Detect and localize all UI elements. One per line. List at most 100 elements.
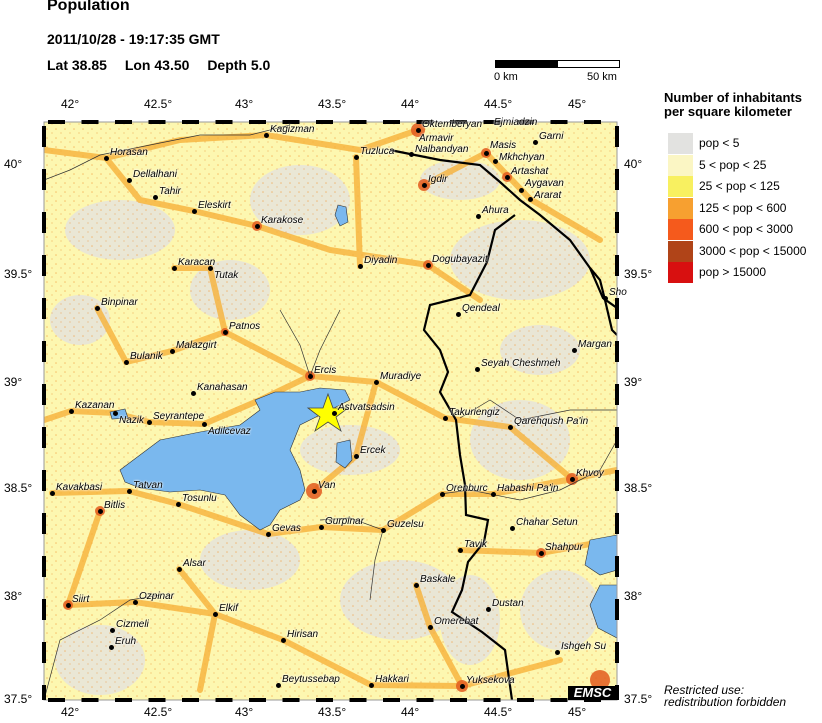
city-marker <box>460 684 465 689</box>
lon-tick-label-bottom: 44.5° <box>484 705 513 719</box>
legend-swatch <box>668 197 693 219</box>
city-marker <box>276 683 281 688</box>
legend-label: 125 < pop < 600 <box>699 200 787 215</box>
city-label: Dellalhani <box>133 169 177 180</box>
city-marker <box>416 128 421 133</box>
lon-tick-label-bottom: 42.5° <box>144 705 173 719</box>
city-marker <box>308 374 313 379</box>
city-label: Bulanik <box>130 351 163 362</box>
city-marker <box>486 607 491 612</box>
lon-tick-label-bottom: 42° <box>61 705 80 719</box>
event-lat: Lat 38.85 <box>47 57 107 73</box>
city-marker <box>381 528 386 533</box>
legend-label: 5 < pop < 25 <box>699 157 767 172</box>
city-marker <box>456 312 461 317</box>
city-marker <box>69 409 74 414</box>
city-label: Baskale <box>420 574 456 585</box>
lat-tick-label-left: 40° <box>4 157 23 171</box>
city-label: Armavir <box>419 133 454 144</box>
city-marker <box>109 645 114 650</box>
city-label: Mkhchyan <box>499 152 545 163</box>
city-marker <box>147 420 152 425</box>
city-marker <box>440 492 445 497</box>
city-marker <box>255 224 260 229</box>
lat-tick-label-left: 37.5° <box>4 692 33 706</box>
city-label: Takuriengiz <box>449 407 500 418</box>
emsc-logo: EMSC <box>568 686 617 700</box>
city-marker <box>170 349 175 354</box>
city-label: Kagizman <box>270 124 315 135</box>
city-marker <box>213 612 218 617</box>
city-label: Tahir <box>159 186 181 197</box>
city-label: Ercis <box>314 365 337 376</box>
legend-label: pop < 5 <box>699 136 740 150</box>
city-marker <box>319 525 324 530</box>
city-label: Qendeal <box>462 303 500 314</box>
lakes <box>109 204 617 639</box>
notice-line1: Restricted use: <box>664 683 745 697</box>
lat-tick-label-right: 39.5° <box>624 267 653 281</box>
city-label: Alsar <box>183 558 206 569</box>
lon-tick-label-bottom: 45° <box>568 705 587 719</box>
legend-item: pop > 15000 <box>668 262 822 283</box>
city-label: Gevas <box>272 523 301 534</box>
city-marker <box>539 551 544 556</box>
city-label: Masis <box>490 140 517 151</box>
map-title: Population <box>47 0 130 14</box>
city-label: Seyrantepe <box>153 411 205 422</box>
city-label: Seyah Cheshmeh <box>481 358 561 369</box>
city-label: Hirisan <box>287 629 319 640</box>
city-marker <box>354 454 359 459</box>
event-datetime: 2011/10/28 - 19:17:35 GMT <box>47 31 220 47</box>
city-label: Beytussebap <box>282 674 340 685</box>
legend-swatch <box>668 176 693 197</box>
city-label: Ahura <box>482 205 509 216</box>
city-label: Ararat <box>534 190 562 201</box>
lon-tick-label-top: 44° <box>401 97 420 111</box>
scale-end-label: 50 km <box>587 71 617 83</box>
city-label: Eruh <box>115 636 137 647</box>
city-label: Bitlis <box>104 500 126 511</box>
city-marker <box>491 492 496 497</box>
legend-label: 600 < pop < 3000 <box>699 222 794 236</box>
city-label: Muradiye <box>380 371 422 382</box>
city-label: Omerebat <box>434 616 479 627</box>
city-marker <box>508 425 513 430</box>
city-label: Artashat <box>511 166 549 177</box>
lat-tick-label-right: 40° <box>624 157 643 171</box>
lon-tick-label-top: 44.5° <box>484 97 513 111</box>
city-label: Oktemberyan <box>422 119 483 130</box>
city-label: Khvoy <box>576 468 604 479</box>
city-label: Aygavan <box>525 178 564 189</box>
lat-tick-label-left: 39.5° <box>4 267 33 281</box>
city-label: Ishgeh Su <box>561 641 607 652</box>
city-label: Gurpinar <box>325 516 364 527</box>
city-label: Tatvan <box>133 480 163 491</box>
city-marker <box>354 155 359 160</box>
city-label: Dogubayazit <box>432 254 488 265</box>
legend-title: Number of inhabitants per square kilomet… <box>664 91 802 119</box>
city-marker <box>281 638 286 643</box>
lon-tick-label-top: 43.5° <box>318 97 347 111</box>
city-marker <box>50 491 55 496</box>
city-marker <box>484 151 489 156</box>
city-marker <box>519 188 524 193</box>
lake-small-north <box>334 204 349 227</box>
epicenter-star-icon <box>306 392 350 433</box>
city-label: Van <box>318 480 336 491</box>
notice-line2: redistribution forbidden <box>664 695 787 709</box>
city-marker <box>555 650 560 655</box>
city-marker <box>98 509 103 514</box>
city-label: Yuksekova <box>466 675 515 686</box>
city-marker <box>510 526 515 531</box>
legend-label: 25 < pop < 125 <box>699 179 780 193</box>
provincial-borders <box>44 124 617 700</box>
lat-tick-label-left: 38° <box>4 589 23 603</box>
city-label: Tosunlu <box>182 493 217 504</box>
city-label: Tutak <box>214 270 239 281</box>
scale-bar <box>495 60 620 68</box>
lake-urmia-south <box>589 584 617 639</box>
lon-tick-label-top: 45° <box>568 97 587 111</box>
city-marker <box>570 477 575 482</box>
city-label: Astvatsadsin <box>338 402 395 413</box>
